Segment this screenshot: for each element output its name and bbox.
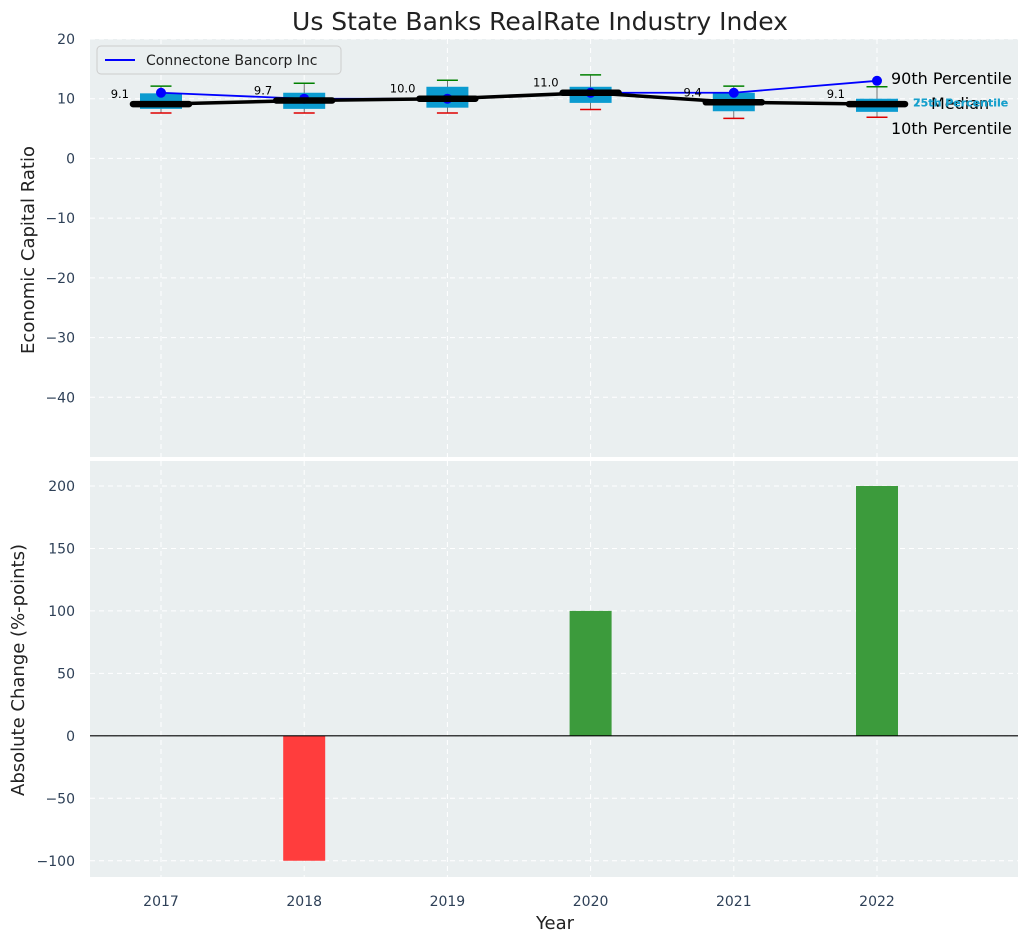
x-tick-label: 2017	[143, 894, 179, 910]
top-y-ticks: 20 10 0 −10 −20 −30 −40	[45, 32, 75, 406]
median-value-label: 10.0	[390, 82, 416, 96]
bottom-y-tick-label: 50	[57, 666, 75, 682]
change-bar	[569, 610, 612, 736]
median-value-labels: 9.1 9.7 10.0 11.0 9.4 9.1	[111, 76, 845, 101]
median-value-label: 9.7	[254, 84, 272, 98]
x-axis-label: Year	[535, 913, 575, 934]
top-y-tick-label: 10	[57, 92, 75, 108]
bottom-y-tick-label: 0	[66, 729, 75, 745]
top-y-tick-label: −20	[45, 271, 75, 287]
median-value-label: 9.4	[684, 85, 702, 99]
bottom-y-tick-label: 100	[48, 604, 75, 620]
bottom-y-tick-label: 200	[48, 479, 75, 495]
top-y-tick-label: 20	[57, 32, 75, 48]
bottom-y-tick-label: −100	[37, 854, 75, 870]
change-bars	[283, 485, 898, 861]
x-tick-label: 2021	[716, 894, 752, 910]
median-value-label: 9.1	[111, 87, 129, 101]
company-point	[728, 87, 739, 98]
bottom-y-ticks: 200 150 100 50 0 −50 −100	[37, 479, 75, 870]
top-y-tick-label: −30	[45, 331, 75, 347]
annotation-25th-percentile: 25th Percentile	[913, 97, 1008, 110]
bottom-y-tick-label: 150	[48, 541, 75, 557]
top-panel-gridlines	[90, 38, 1018, 457]
chart-title: Us State Banks RealRate Industry Index	[292, 7, 788, 36]
top-y-axis-label: Economic Capital Ratio	[18, 146, 39, 354]
annotation-10th-percentile: 10th Percentile	[891, 119, 1012, 138]
x-tick-label: 2019	[430, 894, 466, 910]
company-point	[156, 87, 166, 98]
x-tick-label: 2020	[573, 894, 609, 910]
top-y-tick-label: −10	[45, 211, 75, 227]
x-tick-label: 2022	[859, 894, 895, 910]
company-point	[872, 75, 882, 86]
annotation-75th-percentile: 75th Percentile	[913, 97, 1008, 110]
annotation-90th-percentile: 90th Percentile	[891, 69, 1012, 88]
change-bar	[283, 735, 326, 861]
bottom-y-tick-label: −50	[45, 791, 75, 807]
median-value-label: 11.0	[533, 76, 559, 90]
top-y-tick-label: −40	[45, 390, 75, 406]
annotation-median: Median	[931, 94, 989, 113]
legend-label: Connectone Bancorp Inc	[146, 53, 318, 69]
legend-box	[96, 45, 342, 75]
x-ticks: 2017 2018 2019 2020 2021 2022	[143, 894, 895, 910]
bottom-y-axis-label: Absolute Change (%-points)	[8, 544, 29, 796]
x-tick-label: 2018	[286, 894, 322, 910]
top-y-tick-label: 0	[66, 151, 75, 167]
legend: Connectone Bancorp Inc	[96, 45, 342, 75]
median-series	[129, 89, 909, 108]
change-bar	[856, 485, 898, 736]
median-value-label: 9.1	[827, 87, 845, 101]
